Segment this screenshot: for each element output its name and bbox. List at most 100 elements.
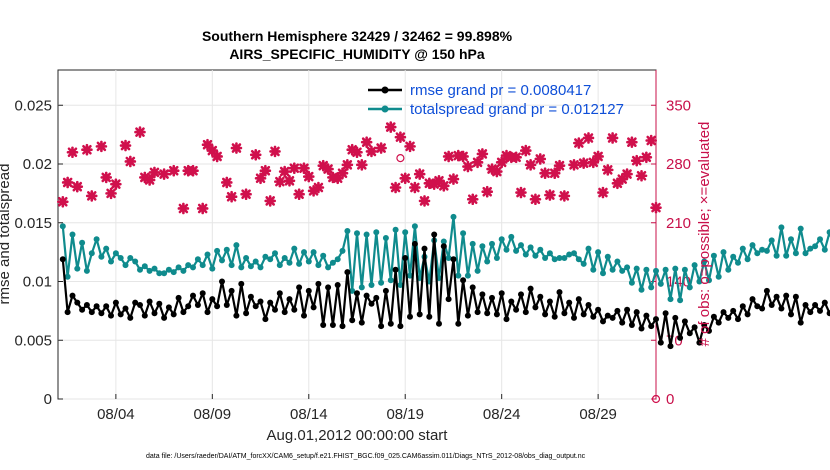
totalspread-point <box>527 244 534 251</box>
rmse-point <box>233 312 240 319</box>
totalspread-point <box>320 252 327 259</box>
totalspread-point <box>281 255 288 261</box>
totalspread-point <box>735 259 741 266</box>
rmse-point <box>788 311 794 318</box>
x-tick-label: 08/09 <box>194 406 232 423</box>
obs-evaluated-marker <box>211 150 223 163</box>
obs-evaluated-marker <box>187 164 199 177</box>
rmse-point <box>763 287 770 294</box>
totalspread-point <box>595 249 602 256</box>
totalspread-point <box>450 213 457 220</box>
totalspread-point <box>373 229 380 236</box>
obs-evaluated-marker <box>621 168 633 180</box>
totalspread-point <box>185 262 192 269</box>
obs-evaluated-marker <box>249 148 262 161</box>
totalspread-point <box>112 250 119 257</box>
rmse-point <box>228 287 235 294</box>
totalspread-point <box>826 229 830 236</box>
totalspread-point <box>677 297 684 304</box>
obs-evaluated-marker <box>346 143 358 156</box>
rmse-point <box>276 290 283 297</box>
obs-evaluated-marker <box>587 156 600 169</box>
rmse-point <box>725 314 732 321</box>
rmse-point <box>354 290 360 297</box>
rmse-point <box>387 320 394 327</box>
totalspread-point <box>59 223 66 230</box>
rmse-point <box>344 269 351 276</box>
totalspread-point <box>88 250 95 257</box>
totalspread-point <box>180 267 187 274</box>
rmse-point <box>633 309 640 316</box>
obs-evaluated-marker <box>57 195 69 208</box>
obs-evaluated-marker <box>365 145 378 158</box>
rmse-point <box>624 306 631 313</box>
obs-evaluated-marker <box>293 188 305 201</box>
totalspread-point <box>392 226 399 233</box>
rmse-point <box>730 307 737 314</box>
obs-evaluated-marker <box>573 137 585 149</box>
rmse-point <box>667 343 674 350</box>
rmse-point <box>450 256 457 263</box>
rmse-point <box>165 304 172 311</box>
totalspread-point <box>701 258 708 265</box>
totalspread-point <box>83 267 90 274</box>
totalspread-point <box>802 250 809 257</box>
chart-title-line1: Southern Hemisphere 32429 / 32462 = 99.8… <box>202 28 513 44</box>
totalspread-point <box>334 256 341 263</box>
obs-possible-series <box>396 154 661 404</box>
obs-evaluated-marker <box>428 178 440 190</box>
rmse-point <box>484 310 491 317</box>
rmse-point <box>807 309 814 316</box>
obs-possible-marker <box>396 154 405 163</box>
totalspread-point <box>783 252 790 259</box>
totalspread-point <box>710 252 717 259</box>
rmse-point <box>156 300 163 307</box>
totalspread-point <box>310 249 317 256</box>
totalspread-point <box>170 269 177 276</box>
rmse-point <box>170 311 177 318</box>
rmse-point <box>301 312 307 319</box>
totalspread-point <box>696 278 703 285</box>
totalspread-point <box>151 265 158 272</box>
rmse-point <box>546 298 553 305</box>
rmse-point <box>768 302 775 308</box>
obs-evaluated-marker <box>548 167 561 180</box>
rmse-point <box>759 305 766 312</box>
rmse-point <box>175 294 182 301</box>
totalspread-point <box>624 264 631 271</box>
rmse-point <box>600 318 606 325</box>
rmse-point <box>98 310 105 317</box>
rmse-point <box>272 306 278 313</box>
rmse-point <box>628 322 635 328</box>
totalspread-point <box>575 256 582 263</box>
rmse-point <box>132 299 139 306</box>
obs-evaluated-marker <box>384 121 397 133</box>
rmse-point <box>773 293 780 300</box>
rmse-point <box>247 293 254 300</box>
obs-evaluated-marker <box>471 156 484 169</box>
rmse-point <box>436 320 442 327</box>
obs-evaluated-marker <box>650 201 662 214</box>
rmse-point <box>286 296 293 303</box>
totalspread-point <box>580 260 587 267</box>
totalspread-point <box>382 235 389 241</box>
rmse-point <box>185 303 192 310</box>
obs-evaluated-marker <box>124 155 137 168</box>
obs-evaluated-marker <box>240 188 252 201</box>
obs-evaluated-marker <box>544 189 556 201</box>
rmse-point <box>161 314 168 321</box>
obs-evaluated-marker <box>558 190 571 202</box>
rmse-point <box>696 339 703 346</box>
obs-evaluated-marker <box>336 167 349 180</box>
totalspread-point <box>600 270 606 277</box>
rmse-point <box>638 325 645 332</box>
rmse-point <box>710 313 717 320</box>
totalspread-point <box>146 267 153 274</box>
totalspread-point <box>214 247 221 254</box>
obs-evaluated-marker <box>264 195 276 207</box>
totalspread-point <box>402 229 409 236</box>
rmse-point <box>79 306 86 313</box>
rmse-point <box>378 323 385 330</box>
totalspread-point <box>79 239 86 246</box>
